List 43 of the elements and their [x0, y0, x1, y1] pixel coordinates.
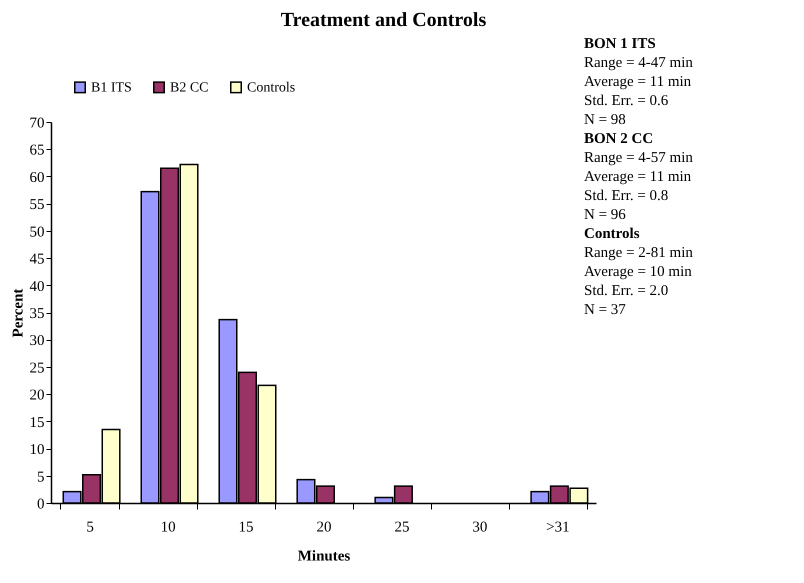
legend-label: B2 CC: [170, 80, 209, 96]
chart-title: Treatment and Controls: [280, 9, 486, 31]
x-axis-title: Minutes: [298, 548, 350, 564]
annotation: Range = 2-81 min: [584, 245, 694, 261]
y-tick-label: 50: [30, 224, 44, 240]
y-tick-label: 5: [37, 469, 44, 486]
annotation: N = 37: [584, 302, 626, 318]
y-tick-label: 10: [30, 442, 44, 458]
x-tick-label: 5: [86, 520, 94, 536]
y-tick-label: 0: [37, 496, 44, 512]
annotation: Average = 11 min: [584, 169, 692, 185]
annotation: Average = 10 min: [584, 264, 692, 280]
text: BON 1 ITS: [584, 36, 656, 52]
y-tick-label: 65: [30, 142, 44, 159]
y-tick-label: 35: [30, 306, 44, 322]
y-tick-label: 70: [30, 116, 44, 132]
annotation: Std. Err. = 0.8: [584, 188, 668, 204]
y-tick-label: 30: [30, 333, 44, 350]
x-tick-label: 20: [316, 520, 332, 536]
x-tick-label: >31: [546, 520, 570, 536]
y-axis-title: Percent: [10, 288, 26, 338]
legend-label: Controls: [247, 80, 296, 96]
x-tick-label: 10: [160, 520, 176, 536]
text: Std. Err. = 0.6: [584, 93, 669, 109]
y-tick-label: 60: [30, 170, 44, 186]
y-tick-label: 15: [30, 414, 44, 431]
legend-label: B1 ITS: [91, 80, 132, 96]
y-tick-label: 25: [30, 360, 44, 376]
annotation: Controls: [584, 226, 640, 242]
text: Average = 11 min: [584, 74, 692, 90]
y-tick-label: 55: [30, 197, 44, 214]
x-tick-label: 30: [472, 520, 488, 536]
annotation: Range = 4-57 min: [584, 150, 694, 166]
annotation: BON 2 CC: [584, 131, 654, 147]
annotation: N = 96: [584, 207, 626, 223]
y-tick-label: 45: [30, 252, 44, 268]
y-tick-label: 20: [30, 388, 44, 404]
y-tick-label: 40: [30, 278, 44, 295]
annotation: N = 98: [584, 112, 626, 128]
text: Range = 4-47 min: [584, 55, 694, 71]
x-tick-label: 15: [238, 520, 254, 536]
x-tick-label: 25: [394, 520, 410, 536]
annotation: Std. Err. = 2.0: [584, 283, 668, 299]
